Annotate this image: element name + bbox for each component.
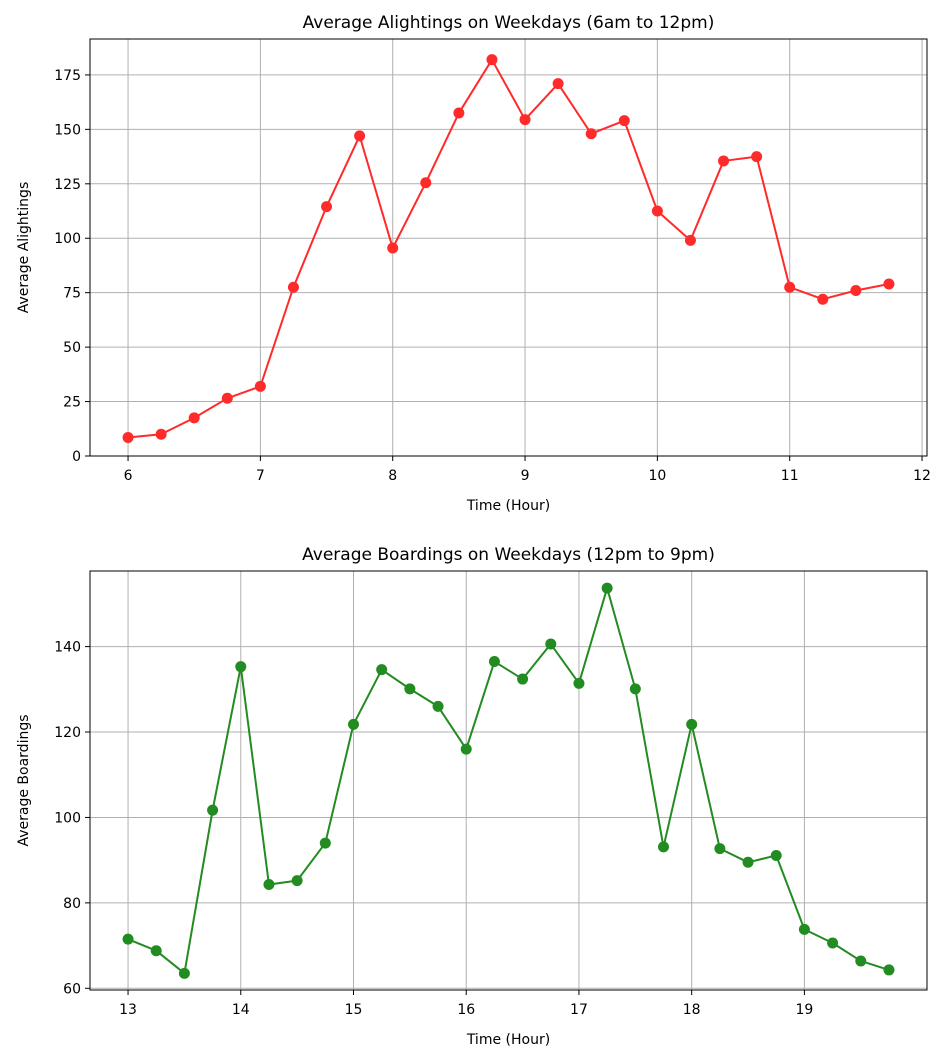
y-tick-label: 125 xyxy=(54,177,81,193)
x-axis-label: Time (Hour) xyxy=(466,498,550,514)
data-point xyxy=(488,656,500,668)
chart-2: 13 14 15 16 17 18 19 60 80 100 120 140 Average Board… xyxy=(16,545,928,1048)
y-tick-label: 100 xyxy=(54,231,81,247)
y-tick-label: 0 xyxy=(72,449,81,465)
plot-frame xyxy=(89,570,928,991)
x-tick-label: 14 xyxy=(232,1002,250,1018)
data-point xyxy=(573,677,585,689)
data-point xyxy=(718,155,730,167)
data-point xyxy=(221,392,233,404)
data-point xyxy=(122,933,134,945)
data-point xyxy=(883,964,895,976)
data-point xyxy=(855,955,867,967)
data-point xyxy=(784,281,796,293)
data-point xyxy=(770,849,782,861)
data-point xyxy=(545,638,557,650)
x-tick-label: 17 xyxy=(570,1002,588,1018)
x-tick-label: 8 xyxy=(388,468,397,484)
x-tick-label: 10 xyxy=(648,468,666,484)
data-point xyxy=(629,683,641,695)
data-point xyxy=(601,582,613,594)
data-point xyxy=(817,293,829,305)
y-tick-label: 25 xyxy=(63,395,81,411)
x-tick-label: 11 xyxy=(781,468,799,484)
x-tick-label: 6 xyxy=(124,468,133,484)
data-point xyxy=(585,128,597,140)
y-tick-label: 50 xyxy=(63,340,81,356)
data-point xyxy=(552,78,564,90)
chart-1: 6 7 8 9 10 11 12 0 25 50 75 100 125 150 175 Average Ali… xyxy=(16,13,931,514)
data-point xyxy=(263,879,275,891)
x-tick-label: 19 xyxy=(795,1002,813,1018)
x-tick-label: 15 xyxy=(345,1002,363,1018)
chart-title: Average Alightings on Weekdays (6am to 1… xyxy=(303,13,715,33)
series-line xyxy=(127,58,890,439)
data-point xyxy=(714,843,726,855)
data-point xyxy=(354,130,366,142)
y-tick-label: 75 xyxy=(63,286,81,302)
data-point xyxy=(319,837,331,849)
data-point xyxy=(883,278,895,290)
plot-frame xyxy=(89,38,928,457)
x-tick-label: 18 xyxy=(683,1002,701,1018)
data-point xyxy=(460,743,472,755)
data-point xyxy=(287,281,299,293)
y-tick-label: 60 xyxy=(63,981,81,997)
data-point xyxy=(122,431,134,443)
y-axis-label: Average Alightings xyxy=(16,182,32,314)
chart-title: Average Boardings on Weekdays (12pm to 9… xyxy=(302,545,715,565)
data-point xyxy=(827,937,839,949)
data-point xyxy=(453,107,465,119)
data-point xyxy=(751,151,763,163)
data-point xyxy=(178,967,190,979)
data-point xyxy=(651,205,663,217)
data-point xyxy=(432,700,444,712)
data-point xyxy=(850,285,862,297)
y-tick-label: 80 xyxy=(63,896,81,912)
data-point xyxy=(235,661,247,673)
x-tick-label: 13 xyxy=(119,1002,137,1018)
data-point xyxy=(519,114,531,126)
y-axis-label: Average Boardings xyxy=(16,714,32,846)
x-tick-label: 12 xyxy=(913,468,931,484)
data-point xyxy=(404,683,416,695)
data-point xyxy=(686,718,698,730)
y-tick-label: 140 xyxy=(54,640,81,656)
data-point xyxy=(188,412,200,424)
data-point xyxy=(618,115,630,127)
data-point xyxy=(684,234,696,246)
data-point xyxy=(376,664,388,676)
data-point xyxy=(207,804,219,816)
data-point xyxy=(486,54,498,66)
x-tick-label: 7 xyxy=(256,468,265,484)
data-point xyxy=(155,428,167,440)
data-point xyxy=(254,380,266,392)
data-point xyxy=(387,242,399,254)
x-tick-label: 9 xyxy=(521,468,530,484)
x-axis-label: Time (Hour) xyxy=(466,1032,550,1048)
data-point xyxy=(291,875,303,887)
data-point xyxy=(742,856,754,868)
y-tick-label: 150 xyxy=(54,122,81,138)
y-tick-label: 100 xyxy=(54,810,81,826)
data-point xyxy=(150,945,162,957)
data-point xyxy=(517,673,529,685)
y-tick-label: 175 xyxy=(54,68,81,84)
data-point xyxy=(348,718,359,730)
data-point xyxy=(798,923,810,935)
series-line xyxy=(127,587,890,975)
y-tick-label: 120 xyxy=(54,725,81,741)
data-point xyxy=(420,177,432,189)
data-point xyxy=(658,841,669,853)
x-tick-label: 16 xyxy=(457,1002,475,1018)
data-point xyxy=(321,201,333,213)
